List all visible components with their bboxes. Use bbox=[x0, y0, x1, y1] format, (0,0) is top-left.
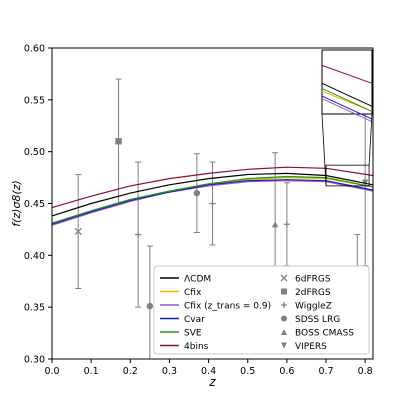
legend-box bbox=[153, 265, 370, 355]
legend-marker bbox=[280, 274, 288, 282]
x-tick-label: 0.6 bbox=[279, 366, 294, 377]
model-curve bbox=[51, 172, 374, 217]
x-tick-label: 0.7 bbox=[318, 366, 333, 377]
legend-label: Cvar bbox=[184, 315, 205, 325]
x-tick-label: 0.3 bbox=[162, 366, 177, 377]
legend-label: 4bins bbox=[184, 342, 209, 352]
model-curve bbox=[51, 180, 374, 226]
y-tick-label: 0.60 bbox=[24, 44, 45, 55]
y-tick-label: 0.35 bbox=[24, 303, 45, 314]
data-point bbox=[209, 200, 216, 207]
y-tick-label: 0.30 bbox=[24, 355, 45, 366]
legend-label: ΛCDM bbox=[184, 275, 211, 285]
x-tick-label: 0.5 bbox=[240, 366, 255, 377]
x-axis-label: z bbox=[208, 375, 216, 389]
model-curves bbox=[51, 166, 374, 226]
y-ticks: 0.30 0.35 0.40 0.45 0.50 0.55 0.60 bbox=[24, 44, 52, 366]
y-tick-label: 0.55 bbox=[24, 95, 45, 106]
legend-label: 6dFRGS bbox=[295, 275, 331, 285]
x-tick-label: 0.8 bbox=[358, 366, 373, 377]
y-tick-label: 0.50 bbox=[24, 147, 45, 158]
legend-marker bbox=[281, 342, 287, 349]
inset-indicator-box bbox=[325, 164, 370, 187]
legend-marker bbox=[281, 315, 287, 322]
inset-curve bbox=[321, 82, 373, 107]
inset-curve bbox=[321, 64, 373, 84]
legend-label: Cfix (z_trans = 0.9) bbox=[184, 302, 271, 312]
y-tick-label: 0.45 bbox=[24, 199, 45, 210]
model-curve bbox=[51, 179, 374, 225]
y-tick-label: 0.40 bbox=[24, 251, 45, 262]
legend-label: Cfix bbox=[184, 288, 202, 298]
legend-marker bbox=[281, 329, 287, 335]
data-point bbox=[271, 221, 279, 228]
x-tick-label: 0.2 bbox=[123, 366, 138, 377]
legend-marker bbox=[281, 288, 287, 295]
legend-marker bbox=[281, 302, 287, 308]
model-curve bbox=[51, 175, 374, 224]
inset-frame bbox=[321, 49, 373, 115]
y-axis-label: f(z)σ8(z) bbox=[10, 180, 23, 227]
x-tick-label: 0.4 bbox=[201, 366, 216, 377]
inset-curve bbox=[321, 87, 373, 112]
inset-curve bbox=[321, 95, 373, 120]
data-point bbox=[146, 302, 154, 310]
x-tick-label: 0.1 bbox=[84, 366, 99, 377]
legend-label: 2dFRGS bbox=[295, 288, 331, 298]
data-point bbox=[115, 138, 122, 145]
x-tick-label: 0.0 bbox=[44, 366, 59, 377]
data-point bbox=[134, 231, 142, 238]
zoom-inset bbox=[321, 49, 373, 187]
x-ticks: 0.0 0.1 0.2 0.3 0.4 0.5 0.6 0.7 0.8 bbox=[44, 359, 373, 377]
legend-label: SDSS LRG bbox=[295, 315, 340, 325]
legend-label: WiggleZ bbox=[295, 302, 332, 312]
model-curve bbox=[51, 166, 374, 209]
inset-connector bbox=[368, 113, 373, 166]
legend-label: BOSS CMASS bbox=[295, 329, 354, 339]
legend: ΛCDM Cfix Cfix (z_trans = 0.9) Cvar SVE 4bins… bbox=[153, 265, 370, 355]
inset-curve bbox=[321, 98, 373, 123]
data-point bbox=[74, 227, 82, 236]
inset-connector bbox=[321, 113, 327, 186]
legend-label: SVE bbox=[184, 329, 202, 339]
legend-label: VIPERS bbox=[295, 342, 327, 352]
data-point bbox=[283, 221, 291, 228]
plot-frame bbox=[51, 47, 374, 360]
data-point bbox=[193, 189, 201, 197]
